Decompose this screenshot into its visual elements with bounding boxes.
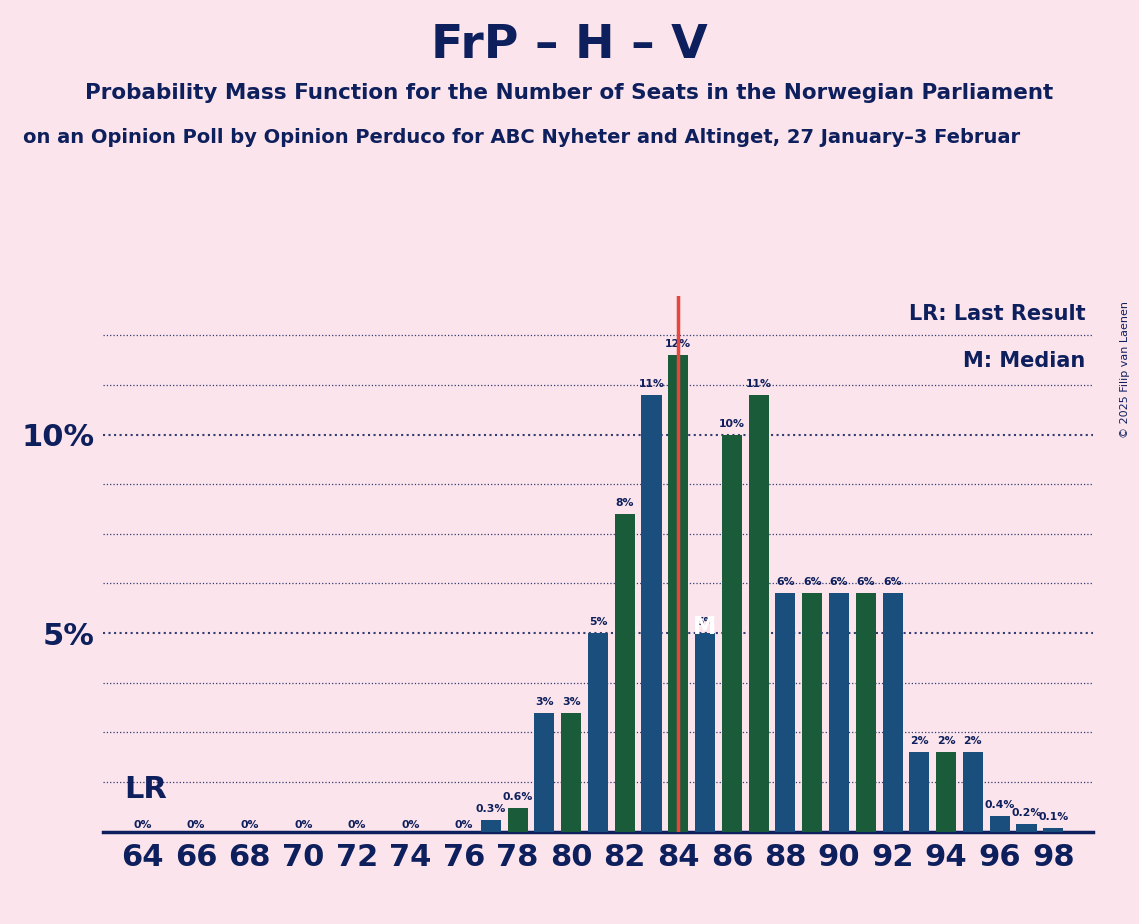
- Text: 10%: 10%: [719, 419, 745, 429]
- Text: 6%: 6%: [803, 578, 821, 588]
- Text: 0%: 0%: [401, 820, 420, 830]
- Text: 0.2%: 0.2%: [1011, 808, 1042, 818]
- Bar: [990, 816, 1010, 832]
- Text: 12%: 12%: [665, 339, 691, 349]
- Text: 0.4%: 0.4%: [984, 800, 1015, 809]
- Text: © 2025 Filip van Laenen: © 2025 Filip van Laenen: [1120, 301, 1130, 438]
- Text: 0%: 0%: [187, 820, 205, 830]
- Bar: [669, 355, 688, 832]
- Text: 0.3%: 0.3%: [476, 804, 506, 814]
- Bar: [883, 593, 902, 832]
- Bar: [909, 752, 929, 832]
- Bar: [695, 633, 715, 832]
- Text: 2%: 2%: [910, 736, 928, 747]
- Bar: [722, 434, 741, 832]
- Text: 11%: 11%: [639, 379, 664, 389]
- Bar: [1016, 823, 1036, 832]
- Text: 0%: 0%: [347, 820, 366, 830]
- Bar: [1043, 828, 1064, 832]
- Bar: [829, 593, 849, 832]
- Bar: [641, 395, 662, 832]
- Bar: [748, 395, 769, 832]
- Bar: [508, 808, 527, 832]
- Bar: [615, 514, 634, 832]
- Text: 0.1%: 0.1%: [1038, 811, 1068, 821]
- Bar: [562, 712, 581, 832]
- Text: 0%: 0%: [133, 820, 151, 830]
- Bar: [802, 593, 822, 832]
- Bar: [962, 752, 983, 832]
- Text: Probability Mass Function for the Number of Seats in the Norwegian Parliament: Probability Mass Function for the Number…: [85, 83, 1054, 103]
- Text: 0%: 0%: [454, 820, 474, 830]
- Text: 3%: 3%: [562, 697, 581, 707]
- Bar: [936, 752, 956, 832]
- Text: 5%: 5%: [589, 617, 607, 627]
- Bar: [855, 593, 876, 832]
- Text: 6%: 6%: [776, 578, 795, 588]
- Text: LR: LR: [124, 775, 166, 804]
- Text: 6%: 6%: [883, 578, 902, 588]
- Text: 6%: 6%: [857, 578, 875, 588]
- Bar: [776, 593, 795, 832]
- Text: 0%: 0%: [240, 820, 259, 830]
- Bar: [534, 712, 555, 832]
- Text: on an Opinion Poll by Opinion Perduco for ABC Nyheter and Altinget, 27 January–3: on an Opinion Poll by Opinion Perduco fo…: [23, 128, 1019, 147]
- Text: 8%: 8%: [615, 498, 634, 508]
- Text: 5%: 5%: [696, 617, 714, 627]
- Text: 2%: 2%: [936, 736, 956, 747]
- Bar: [481, 820, 501, 832]
- Text: FrP – H – V: FrP – H – V: [432, 23, 707, 68]
- Text: M: M: [693, 615, 716, 639]
- Text: 0.6%: 0.6%: [502, 792, 533, 802]
- Text: 2%: 2%: [964, 736, 982, 747]
- Text: M: Median: M: Median: [964, 351, 1085, 371]
- Text: 6%: 6%: [829, 578, 849, 588]
- Text: 11%: 11%: [746, 379, 771, 389]
- Text: 0%: 0%: [294, 820, 312, 830]
- Bar: [588, 633, 608, 832]
- Text: LR: Last Result: LR: Last Result: [909, 304, 1085, 323]
- Text: 3%: 3%: [535, 697, 554, 707]
